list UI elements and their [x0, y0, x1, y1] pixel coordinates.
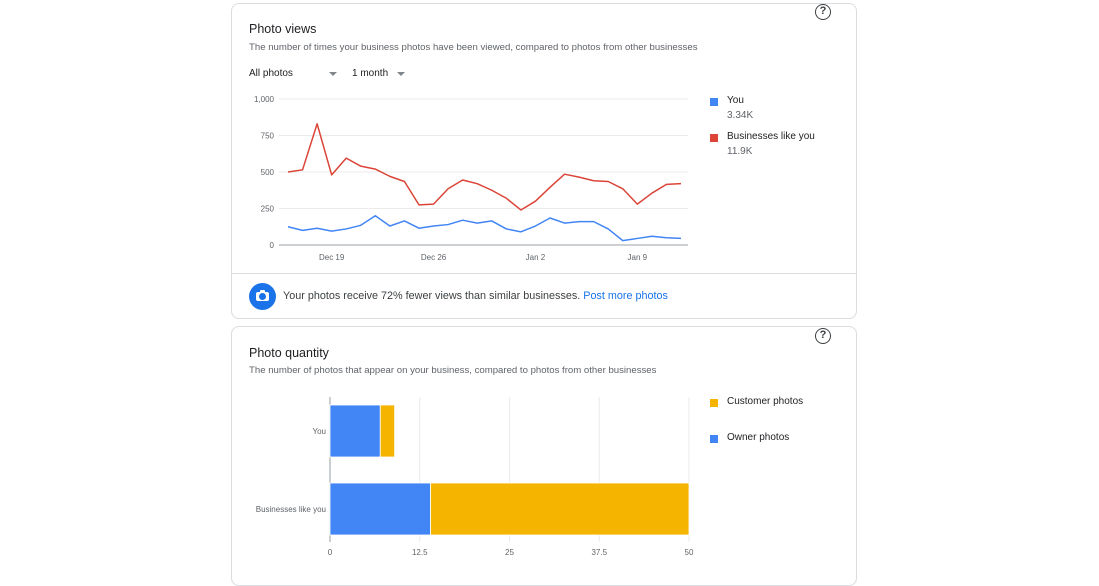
x-tick-label: Dec 19: [319, 253, 345, 262]
legend-swatch: [710, 98, 718, 106]
legend-value: 3.34K: [727, 110, 754, 121]
legend-label: Owner photos: [727, 432, 790, 443]
x-tick-label: 25: [505, 548, 514, 557]
photo-type-value: All photos: [249, 68, 293, 79]
category-label: You: [313, 427, 327, 436]
x-tick-label: 37.5: [591, 548, 607, 557]
insight-text: Your photos receive 72% fewer views than…: [283, 290, 581, 302]
period-dropdown[interactable]: 1 month: [352, 68, 412, 79]
bar-owner-photos: [329, 404, 381, 458]
y-tick-label: 750: [261, 132, 275, 141]
photo-quantity-bar-chart: 0 12.5 25 37.5 50 You Businesses like you: [256, 397, 694, 557]
x-tick-label: Jan 2: [526, 253, 546, 262]
card-title: Photo quantity: [249, 346, 329, 360]
category-label: Businesses like you: [256, 505, 326, 514]
legend-swatch: [710, 134, 718, 142]
series-line-you: [287, 215, 682, 242]
legend-label: You: [727, 95, 744, 106]
bar-customer-photos: [379, 404, 396, 458]
legend-label: Customer photos: [727, 396, 804, 407]
dropdown-arrow-icon: [397, 72, 405, 76]
legend-label: Businesses like you: [727, 131, 815, 142]
photo-views-line-chart: 0 250 500 750 1,000 Dec 19 Dec 26 Jan 2 Jan 9: [254, 95, 688, 262]
legend-value: 11.9K: [727, 146, 753, 157]
x-tick-label: 12.5: [412, 548, 428, 557]
insight-message: Your photos receive 72% fewer views than…: [283, 290, 668, 302]
x-tick-label: Dec 26: [421, 253, 447, 262]
x-tick-label: 50: [685, 548, 694, 557]
x-tick-label: 0: [328, 548, 333, 557]
divider: [232, 273, 856, 274]
card-subtitle: The number of times your business photos…: [249, 42, 698, 53]
y-tick-label: 0: [270, 241, 275, 250]
period-value: 1 month: [352, 68, 389, 79]
camera-icon: [249, 283, 276, 310]
bar-owner-photos: [329, 482, 431, 536]
y-tick-label: 500: [261, 168, 275, 177]
x-tick-label: Jan 9: [628, 253, 648, 262]
help-icon[interactable]: ?: [815, 328, 831, 344]
card-subtitle: The number of photos that appear on your…: [249, 365, 657, 376]
photo-type-dropdown[interactable]: All photos: [249, 68, 339, 79]
photo-views-card: ? Photo views The number of times your b…: [231, 3, 857, 319]
series-line-businesses-like-you: [287, 123, 682, 211]
y-tick-label: 250: [261, 205, 275, 214]
photo-quantity-card: ? Photo quantity The number of photos th…: [231, 326, 857, 586]
y-tick-label: 1,000: [254, 95, 275, 104]
post-more-photos-link[interactable]: Post more photos: [583, 290, 668, 302]
help-icon[interactable]: ?: [815, 4, 831, 20]
bar-customer-photos: [430, 482, 690, 536]
legend-swatch: [710, 399, 718, 407]
card-title: Photo views: [249, 22, 317, 36]
legend-swatch: [710, 435, 718, 443]
dropdown-arrow-icon: [329, 72, 337, 76]
